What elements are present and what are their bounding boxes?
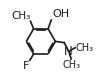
Text: CH₃: CH₃: [11, 11, 30, 21]
Text: N: N: [64, 45, 73, 58]
Text: OH: OH: [52, 9, 69, 19]
Text: F: F: [23, 61, 29, 71]
Text: CH₃: CH₃: [76, 43, 94, 53]
Text: CH₃: CH₃: [62, 60, 80, 70]
